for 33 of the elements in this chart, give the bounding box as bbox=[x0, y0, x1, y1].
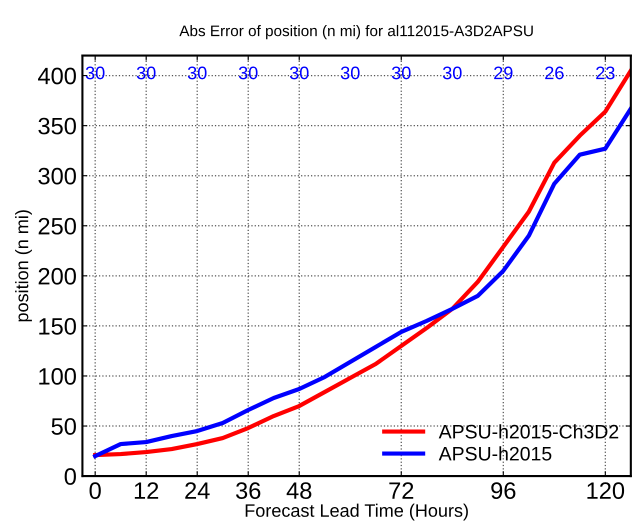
annotation: 26 bbox=[545, 66, 564, 80]
annotation: 29 bbox=[494, 66, 512, 80]
annotation: 30 bbox=[290, 66, 309, 80]
chart-title: Abs Error of position (n mi) for al112015-A3D2APSU bbox=[179, 25, 533, 40]
y-tick-label: 150 bbox=[39, 318, 76, 335]
y-axis-title: position (n mi) bbox=[15, 210, 32, 322]
y-tick-label: 250 bbox=[38, 218, 76, 235]
y-tick-label: 100 bbox=[39, 368, 76, 385]
x-tick-label: 72 bbox=[389, 482, 414, 499]
legend-label: APSU-h2015-Ch3D2 bbox=[438, 424, 618, 439]
annotation: 30 bbox=[392, 66, 411, 80]
y-tick-label: 400 bbox=[38, 68, 76, 84]
x-tick-label: 48 bbox=[286, 482, 312, 499]
y-tick-label: 50 bbox=[52, 418, 76, 435]
annotation: 30 bbox=[188, 66, 207, 80]
annotation: 30 bbox=[442, 66, 462, 80]
x-tick-label: 36 bbox=[236, 482, 260, 499]
x-tick-label: 96 bbox=[491, 482, 516, 499]
annotation: 30 bbox=[340, 66, 360, 80]
annotation: 30 bbox=[238, 66, 258, 80]
y-tick-label: 350 bbox=[38, 118, 76, 134]
x-tick-label: 120 bbox=[587, 482, 624, 499]
y-tick-label: 200 bbox=[38, 268, 76, 285]
x-axis-title: Forecast Lead Time (Hours) bbox=[246, 504, 468, 520]
annotation: 30 bbox=[136, 66, 156, 80]
legend-label: APSU-h2015 bbox=[438, 446, 552, 461]
x-tick-label: 12 bbox=[134, 482, 158, 499]
x-tick-label: 0 bbox=[90, 482, 101, 499]
x-tick-label: 24 bbox=[185, 482, 210, 499]
y-tick-label: 0 bbox=[64, 468, 76, 485]
annotation: 23 bbox=[596, 66, 615, 80]
y-tick-label: 300 bbox=[38, 168, 76, 184]
annotation: 30 bbox=[86, 66, 105, 80]
